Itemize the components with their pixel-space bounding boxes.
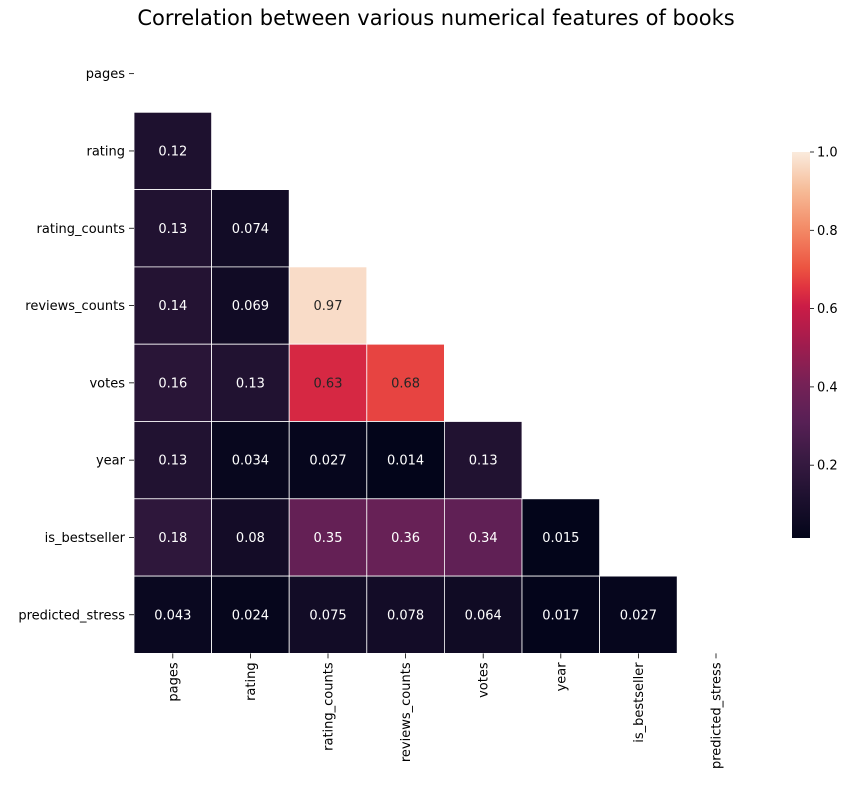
heatmap-cell-votes-rating bbox=[211, 343, 290, 422]
cell-value-label: 0.13 bbox=[236, 376, 265, 391]
cell-value-label: 0.027 bbox=[620, 608, 657, 623]
cell-value-label: 0.13 bbox=[158, 454, 187, 469]
heatmap-cell-votes-reviews_counts bbox=[366, 343, 445, 422]
cell-value-label: 0.043 bbox=[154, 608, 191, 623]
colorbar-gradient bbox=[792, 152, 810, 538]
heatmap-cell-is_bestseller-votes bbox=[443, 498, 523, 577]
cell-value-label: 0.014 bbox=[387, 454, 424, 469]
colorbar-tick-label: 1.0 bbox=[817, 146, 838, 161]
cell-value-label: 0.017 bbox=[542, 608, 579, 623]
y-axis: pages rating rating_counts reviews_countsvo… bbox=[18, 67, 134, 623]
cell-value-label: 0.12 bbox=[158, 144, 187, 159]
y-tick-label: rating_counts bbox=[37, 222, 126, 237]
heatmap-cells: 0.12 0.13 0.074 0.14 0.069 0.97 0.16 0.13 0.63 0.… bbox=[133, 111, 678, 654]
cell-value-label: 0.08 bbox=[236, 531, 265, 546]
cell-value-label: 0.36 bbox=[391, 531, 420, 546]
y-tick-label: reviews_counts bbox=[25, 299, 125, 314]
colorbar-tick-label: 0.6 bbox=[817, 302, 838, 317]
heatmap-cell-reviews_counts-rating_counts bbox=[288, 266, 368, 345]
heatmap-cell-is_bestseller-reviews_counts bbox=[366, 498, 445, 577]
heatmap-cell-rating_counts-rating bbox=[211, 189, 290, 268]
x-tick-label: votes bbox=[477, 662, 492, 698]
heatmap-cell-predicted_stress-is_bestseller bbox=[599, 575, 678, 654]
cell-value-label: 0.075 bbox=[309, 608, 346, 623]
cell-value-label: 0.034 bbox=[232, 454, 269, 469]
cell-value-label: 0.064 bbox=[465, 608, 502, 623]
cell-value-label: 0.63 bbox=[314, 376, 343, 391]
x-tick-label: predicted_stress bbox=[710, 662, 725, 769]
cell-value-label: 0.13 bbox=[158, 222, 187, 237]
cell-value-label: 0.34 bbox=[469, 531, 498, 546]
heatmap-cell-year-votes bbox=[443, 421, 523, 500]
cell-value-label: 0.13 bbox=[469, 454, 498, 469]
heatmap-cell-predicted_stress-pages bbox=[133, 575, 212, 654]
heatmap-cell-is_bestseller-year bbox=[521, 498, 600, 577]
heatmap-cell-year-rating_counts bbox=[288, 421, 368, 500]
y-tick-label: predicted_stress bbox=[18, 608, 125, 623]
x-tick-label: reviews_counts bbox=[399, 662, 414, 762]
x-tick-label: rating_counts bbox=[322, 662, 337, 751]
heatmap-cell-predicted_stress-reviews_counts bbox=[366, 575, 445, 654]
cell-value-label: 0.97 bbox=[314, 299, 343, 314]
chart-title: Correlation between various numerical fe… bbox=[137, 6, 734, 30]
cell-value-label: 0.027 bbox=[309, 454, 346, 469]
x-axis: pages rating rating_counts reviews_counts vo… bbox=[166, 653, 725, 769]
y-tick-label: pages bbox=[86, 67, 125, 82]
colorbar-tick-label: 0.8 bbox=[817, 224, 838, 239]
cell-value-label: 0.16 bbox=[158, 376, 187, 391]
heatmap-cell-predicted_stress-year bbox=[521, 575, 600, 654]
cell-value-label: 0.024 bbox=[232, 608, 269, 623]
x-tick-label: is_bestseller bbox=[632, 662, 647, 743]
colorbar-tick-label: 0.2 bbox=[817, 459, 838, 474]
heatmap-cell-reviews_counts-pages bbox=[133, 266, 212, 345]
y-tick-label: is_bestseller bbox=[45, 531, 126, 546]
cell-value-label: 0.14 bbox=[158, 299, 187, 314]
x-tick-label: pages bbox=[166, 662, 181, 701]
x-tick-label: year bbox=[554, 662, 569, 692]
y-tick-label: rating bbox=[86, 144, 125, 159]
colorbar-tick-label: 0.4 bbox=[817, 380, 838, 395]
cell-value-label: 0.68 bbox=[391, 376, 420, 391]
heatmap-cell-rating_counts-pages bbox=[133, 189, 212, 268]
x-tick-label: rating bbox=[244, 662, 259, 701]
heatmap-cell-is_bestseller-rating bbox=[211, 498, 290, 577]
colorbar: 0.2 0.4 0.6 0.8 1.0 bbox=[792, 146, 838, 538]
cell-value-label: 0.078 bbox=[387, 608, 424, 623]
heatmap-cell-rating-pages bbox=[133, 111, 212, 191]
heatmap-cell-year-rating bbox=[211, 421, 290, 500]
heatmap-cell-reviews_counts-rating bbox=[211, 266, 290, 345]
cell-value-label: 0.015 bbox=[542, 531, 579, 546]
cell-value-label: 0.18 bbox=[158, 531, 187, 546]
y-tick-label: votes bbox=[89, 376, 125, 391]
heatmap-cell-is_bestseller-rating_counts bbox=[288, 498, 368, 577]
heatmap-cell-year-reviews_counts bbox=[366, 421, 445, 500]
heatmap-cell-predicted_stress-rating bbox=[211, 575, 290, 654]
cell-value-label: 0.35 bbox=[314, 531, 343, 546]
y-tick-label: year bbox=[96, 454, 126, 469]
cell-value-label: 0.074 bbox=[232, 222, 269, 237]
cell-value-label: 0.069 bbox=[232, 299, 269, 314]
